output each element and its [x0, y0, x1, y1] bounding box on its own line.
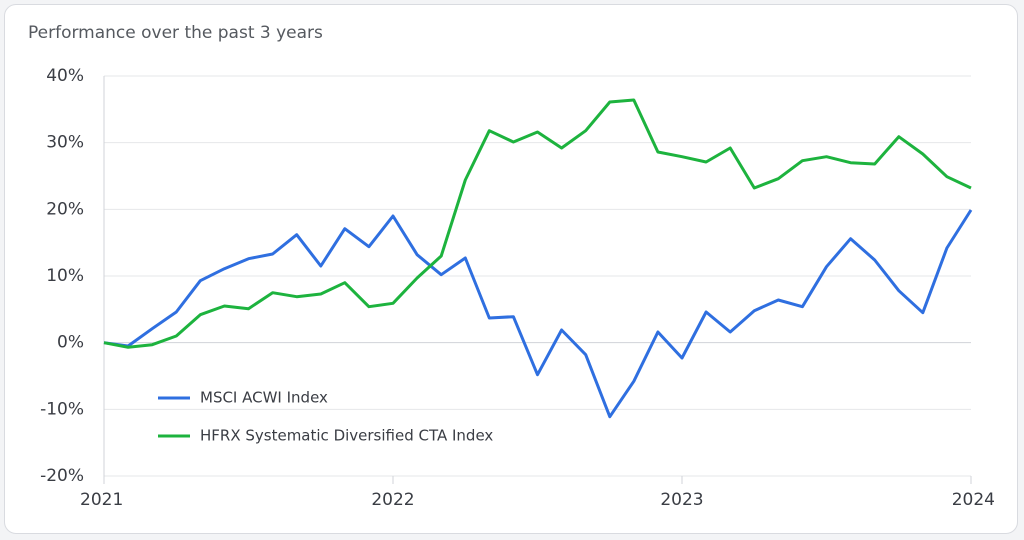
x-tick-label: 2022: [371, 490, 414, 510]
y-tick-label: -10%: [40, 399, 84, 419]
chart-title: Performance over the past 3 years: [28, 23, 323, 43]
x-tick-label: 2021: [80, 490, 123, 510]
series-line: [103, 98, 972, 349]
x-tick-label: 2024: [952, 490, 995, 510]
y-tick-label: 30%: [46, 133, 84, 153]
x-tick-label: 2023: [660, 490, 703, 510]
y-tick-label: 0%: [57, 333, 84, 353]
y-tick-label: 20%: [46, 199, 84, 219]
y-tick-label: 10%: [46, 266, 84, 286]
y-tick-label: -20%: [40, 466, 84, 486]
legend-label: MSCI ACWI Index: [200, 389, 328, 407]
series-line: [103, 209, 973, 419]
y-tick-label: 40%: [46, 66, 84, 86]
legend-label: HFRX Systematic Diversified CTA Index: [200, 427, 493, 445]
chart-card: [4, 4, 1018, 534]
